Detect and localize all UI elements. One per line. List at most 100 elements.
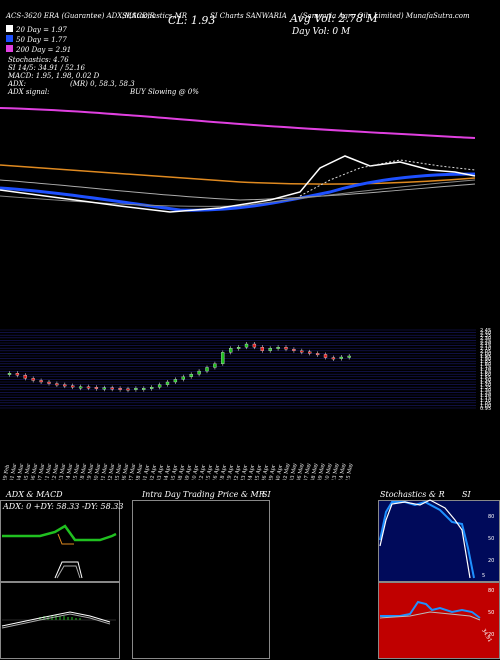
candle	[142, 388, 146, 390]
candle	[315, 353, 320, 356]
date-tick-label: 15 Apr	[205, 464, 214, 480]
intraday-panel	[132, 500, 270, 659]
price-tick-label: 1.00	[480, 403, 491, 409]
price-tick-label: 1.70	[480, 367, 491, 373]
candle	[47, 381, 51, 384]
rsi-tick-20: 20	[488, 632, 494, 638]
candle	[292, 349, 296, 351]
price-tick-label: 2.05	[480, 349, 491, 355]
price-tick-label: 1.90	[480, 357, 491, 363]
price-tick-label: 1.05	[480, 401, 491, 407]
candle	[221, 352, 225, 364]
legend-label: 200 Day = 2.91	[16, 46, 72, 54]
adx-label: ADX:	[8, 80, 27, 88]
candle	[284, 347, 288, 350]
candle	[331, 357, 336, 360]
candle	[23, 375, 27, 379]
price-tick-label: 1.95	[480, 354, 491, 360]
date-tick-label: 20 Mar	[93, 463, 102, 480]
candle	[347, 355, 351, 358]
adx-orange-line	[57, 533, 74, 545]
date-tick-label: 19 Mar	[86, 463, 95, 480]
date-tick-label: 14 Mar	[65, 463, 74, 480]
header-title-right: SI Charts SANWARIA	[210, 12, 287, 20]
candle	[157, 384, 162, 388]
date-tick-label: 13 Mar	[58, 463, 67, 480]
date-tick-label: 10 May	[324, 463, 333, 480]
date-tick-label: 07 May	[303, 463, 312, 480]
stoch-white-line	[379, 499, 471, 579]
price-tick-label: 2.35	[480, 333, 491, 339]
price-tick-label: 1.40	[480, 383, 491, 389]
date-tick-label: 18 Mar	[79, 463, 88, 480]
date-tick-label: 27 Mar	[128, 463, 137, 480]
ma-orange-line	[0, 164, 476, 185]
stoch-si: SI	[462, 490, 471, 499]
date-tick-label: 07 Mar	[37, 463, 46, 480]
candle	[15, 373, 20, 376]
price-tick-label: 1.50	[480, 377, 491, 383]
candle	[268, 348, 272, 351]
candle	[134, 388, 138, 390]
stoch-tick-20: 20	[488, 558, 494, 564]
ma20-dotted	[299, 159, 476, 197]
price-tick-label: 1.55	[480, 375, 491, 381]
date-tick-label: 25 Apr	[254, 464, 263, 480]
date-tick-label: 08 May	[310, 463, 319, 480]
candle	[165, 381, 170, 385]
adx-signal-label: ADX signal:	[8, 88, 50, 96]
header-title-left: ACS-3620 ERA (Guarantee) ADX,MACD,R	[6, 12, 155, 20]
header-title-far: (Sanwaria Agro Oils Limited) MunafaSutra…	[300, 12, 470, 20]
stoch-tick-80: 80	[488, 514, 494, 520]
candle	[7, 373, 12, 375]
price-tick-label: 1.75	[480, 364, 491, 370]
header-title-mid: SI,Stochastics,MR	[122, 12, 188, 20]
date-tick-label: 29 Feb	[2, 464, 11, 480]
price-tick-label: 1.10	[480, 398, 491, 404]
date-tick-label: 04 Apr	[163, 464, 172, 480]
price-tick-label: 1.15	[480, 396, 491, 402]
date-tick-label: 19 Apr	[226, 464, 235, 480]
candle	[205, 367, 209, 372]
price-axis: 2.452.402.352.302.252.202.152.102.052.00…	[480, 328, 491, 412]
stoch-last-value: 5	[482, 573, 485, 579]
adx-gray-line	[56, 565, 81, 579]
date-tick-label: 09 Apr	[184, 464, 193, 480]
date-tick-label: 01 Mar	[9, 463, 18, 480]
stoch-tick-50: 50	[488, 536, 494, 542]
candle	[300, 350, 304, 353]
ma50-line	[0, 172, 476, 212]
date-tick-label: 16 Apr	[212, 464, 221, 480]
legend-swatch	[6, 35, 13, 42]
rsi-gray-line	[379, 611, 481, 621]
date-tick-label: 04 Mar	[16, 463, 25, 480]
price-tick-label: 2.30	[480, 336, 491, 342]
intraday-si: SI	[262, 490, 271, 499]
macd-white-line	[1, 611, 111, 627]
date-tick-label: 21 Mar	[100, 463, 109, 480]
date-tick-label: 09 May	[317, 463, 326, 480]
price-grid	[0, 329, 476, 409]
candle	[213, 363, 217, 368]
candle	[31, 378, 35, 381]
candle	[323, 354, 328, 358]
close-price: CL: 1.93	[168, 14, 216, 27]
date-tick-label: 05 Apr	[170, 464, 179, 480]
adx-white-line	[54, 561, 83, 579]
date-tick-label: 28 Mar	[135, 463, 144, 480]
price-tick-label: 1.80	[480, 362, 491, 368]
price-tick-label: 1.25	[480, 390, 491, 396]
date-tick-label: 24 Apr	[247, 464, 256, 480]
date-tick-label: 15 Mar	[72, 463, 81, 480]
date-tick-label: 12 Apr	[198, 464, 207, 480]
stoch-value: Stochastics: 4.76	[8, 56, 69, 64]
rsi-last-value: 34.91	[480, 628, 492, 643]
date-tick-label: 14 May	[338, 463, 347, 480]
price-tick-label: 2.45	[480, 328, 491, 334]
candle	[118, 388, 122, 390]
price-tick-label: 1.60	[480, 372, 491, 378]
candle	[339, 356, 343, 359]
date-tick-label: 10 Apr	[191, 464, 200, 480]
ma-gray-line-1	[0, 179, 476, 201]
main-price-chart: 2.452.402.352.302.252.202.152.102.052.00…	[0, 107, 491, 480]
